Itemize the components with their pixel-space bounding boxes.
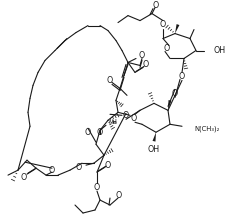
Text: O: O [21,173,27,182]
Text: O: O [85,128,91,137]
Text: OH: OH [213,46,225,55]
Text: O: O [131,114,137,123]
Text: Me: Me [108,120,117,125]
Text: N(CH₃)₂: N(CH₃)₂ [194,125,219,131]
Text: O: O [179,72,185,81]
Text: O: O [105,161,111,170]
Text: O: O [143,60,149,69]
Text: O: O [97,128,103,137]
Polygon shape [168,100,172,110]
Text: O: O [164,44,170,53]
Text: O: O [123,111,129,120]
Text: O: O [94,183,100,192]
Text: O: O [172,89,178,98]
Polygon shape [175,24,179,34]
Text: O: O [139,51,145,60]
Polygon shape [153,132,156,141]
Text: O: O [153,1,159,10]
Text: O: O [107,76,113,85]
Text: H: H [111,119,116,125]
Text: O: O [76,163,82,172]
Text: O: O [160,20,166,29]
Text: O: O [116,191,122,199]
Text: OH: OH [148,145,160,154]
Text: O: O [49,166,55,175]
